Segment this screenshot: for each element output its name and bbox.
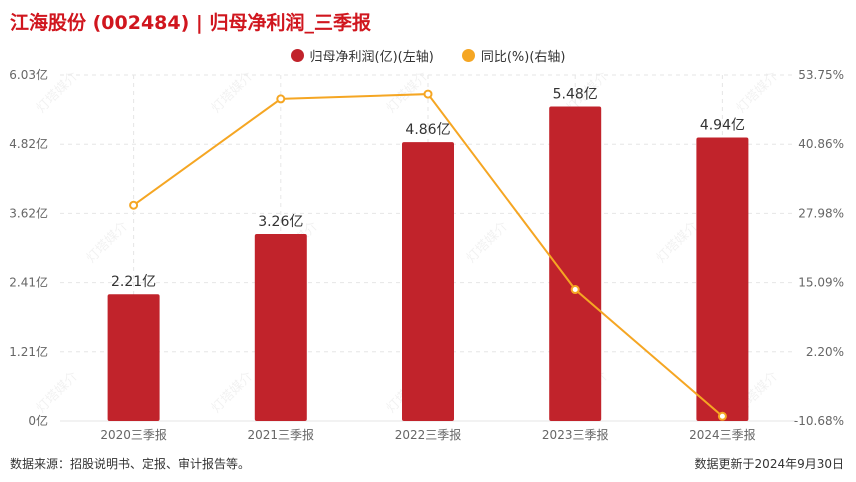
x-tick-label: 2020三季报: [100, 427, 167, 442]
bar-2021三季报: [254, 233, 307, 421]
yoy-point-2024三季报: [717, 411, 727, 421]
bar-2020三季报: [107, 294, 160, 421]
legend: 归母净利润(亿)(左轴) 同比(%)(右轴): [0, 46, 856, 65]
y-left-tick-label: 2.41亿: [9, 275, 48, 290]
data-updated-note: 数据更新于2024年9月30日: [694, 457, 844, 471]
y-left-tick-label: 3.62亿: [9, 205, 48, 220]
legend-item-yoy[interactable]: 同比(%)(右轴): [461, 46, 566, 65]
yoy-point-2020三季报: [129, 200, 139, 210]
watermark-text-7: 灯塔媒介: [464, 219, 511, 266]
x-tick-label: 2022三季报: [395, 427, 462, 442]
y-right-tick-label: 2.20%: [806, 345, 844, 359]
bar-value-label: 2.21亿: [111, 274, 156, 290]
legend-label-yoy: 同比(%)(右轴): [480, 50, 566, 65]
bar-value-label: 5.48亿: [553, 87, 598, 103]
bar-value-label: 3.26亿: [258, 214, 303, 230]
legend-label-profit: 归母净利润(亿)(左轴): [309, 50, 434, 65]
legend-dot-yoy: [461, 49, 475, 62]
bar-2023三季报: [549, 106, 602, 422]
y-left-tick-label: 4.82亿: [9, 136, 48, 151]
x-tick-label: 2021三季报: [248, 427, 315, 442]
y-right-tick-label: 40.86%: [798, 137, 844, 151]
x-tick-label: 2023三季报: [542, 427, 609, 442]
y-right-tick-label: 53.75%: [798, 68, 844, 82]
watermark-text-1: 灯塔媒介: [209, 69, 256, 116]
bar-2024三季报: [696, 137, 749, 421]
legend-dot-profit: [290, 49, 304, 62]
page-title: 江海股份 (002484) | 归母净利润_三季报: [10, 12, 371, 34]
yoy-point-2021三季报: [276, 94, 286, 104]
watermark-text-5: 灯塔媒介: [84, 219, 131, 266]
bar-value-label: 4.94亿: [700, 118, 745, 134]
bar-value-label: 4.86亿: [405, 122, 450, 138]
bar-2022三季报: [402, 142, 454, 421]
watermark-text-4: 灯塔媒介: [734, 69, 781, 116]
legend-item-profit[interactable]: 归母净利润(亿)(左轴): [290, 46, 434, 65]
y-right-tick-label: 27.98%: [798, 206, 844, 220]
y-left-tick-label: 6.03亿: [9, 67, 48, 82]
watermark-text-10: 灯塔媒介: [209, 369, 256, 416]
watermark-text-9: 灯塔媒介: [34, 369, 81, 416]
y-right-tick-label: -10.68%: [794, 414, 844, 428]
y-left-tick-label: 0亿: [28, 413, 48, 428]
y-right-tick-label: 15.09%: [798, 276, 844, 290]
watermark-text-8: 灯塔媒介: [654, 219, 701, 266]
y-left-tick-label: 1.21亿: [9, 344, 48, 359]
yoy-point-2022三季报: [423, 89, 433, 99]
data-source-note: 数据来源：招股说明书、定报、审计报告等。: [10, 457, 251, 471]
x-tick-label: 2024三季报: [689, 427, 756, 442]
yoy-point-2023三季报: [570, 285, 580, 295]
